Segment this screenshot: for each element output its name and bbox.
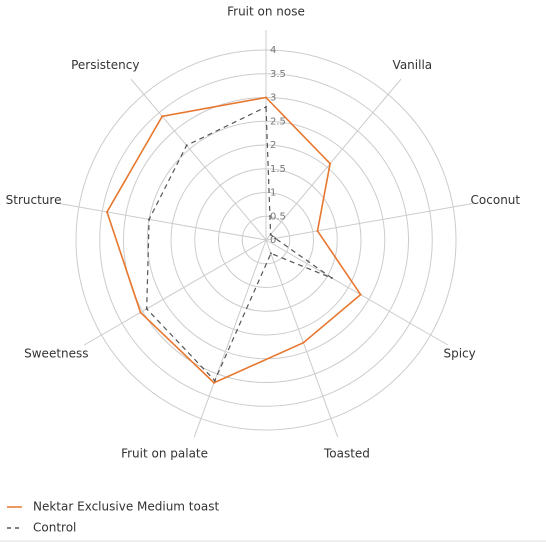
series-line [146,106,333,382]
r-tick-label: 1.5 [270,164,286,175]
point [330,277,333,279]
r-tick-label: 3.5 [270,69,286,80]
legend-label: Control [33,521,76,535]
point [269,233,272,236]
category-label: Fruit on nose [227,5,305,19]
point [105,210,108,213]
category-label: Sweetness [24,347,88,361]
category-label: Coconut [471,193,521,207]
point [302,341,305,344]
point [213,381,216,384]
r-tick-label: 1 [270,188,276,199]
axis-line [59,203,267,241]
category-label: Structure [6,193,62,207]
point [265,96,267,99]
axis-line [193,239,267,438]
legend-label: Nektar Exclusive Medium toast [33,500,219,514]
point [213,379,216,382]
point [265,106,267,108]
axis-line [130,78,267,241]
point [148,218,151,221]
axis-line [265,203,473,241]
r-tick-label: 0.5 [270,211,286,222]
point [139,311,142,314]
category-label: Fruit on palate [121,447,208,461]
point [274,237,277,240]
category-label: Vanilla [393,58,433,72]
series-line [106,96,362,384]
r-tick-label: 0 [270,235,276,246]
point [161,115,164,118]
point [316,229,319,232]
r-tick-label: 2.5 [270,116,286,127]
point [359,293,362,296]
r-tick-label: 4 [270,45,276,56]
point [329,162,332,165]
r-tick-label: 3 [270,93,276,104]
axis-line [265,239,339,438]
axis-line [83,239,267,346]
category-label: Toasted [323,447,370,461]
point [269,252,272,255]
r-tick-label: 2 [270,140,276,151]
axis-line [265,78,402,241]
point [145,307,148,310]
category-label: Spicy [443,347,475,361]
point [185,144,188,147]
axis-line [265,239,449,346]
category-label: Persistency [71,58,139,72]
